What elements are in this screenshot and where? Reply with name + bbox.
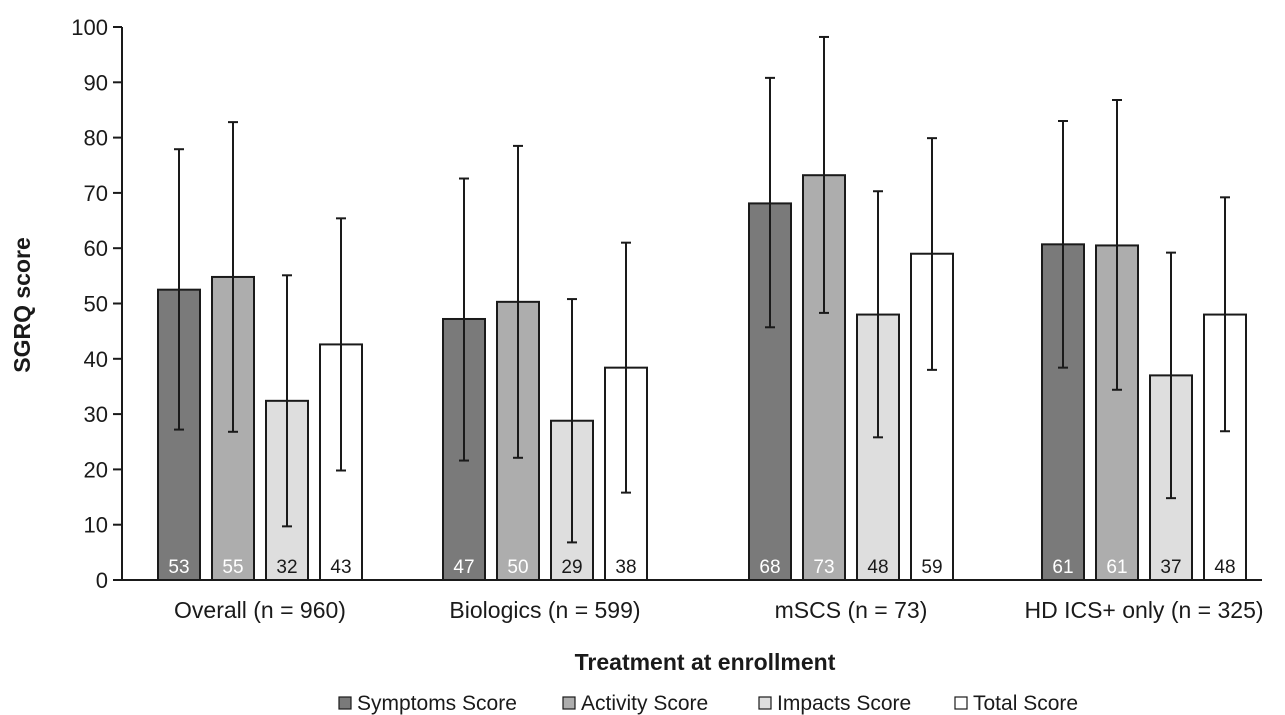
legend-swatch: [338, 696, 352, 710]
x-axis-title: Treatment at enrollment: [575, 649, 836, 675]
legend-swatch: [758, 696, 772, 710]
data-label: 50: [507, 557, 528, 578]
y-tick-label: 40: [84, 347, 108, 372]
data-label: 55: [222, 557, 243, 578]
data-label: 61: [1052, 557, 1073, 578]
legend-swatch: [954, 696, 968, 710]
y-tick-label: 90: [84, 70, 108, 95]
y-axis-title: SGRQ score: [9, 237, 35, 373]
x-category-label: HD ICS+ only (n = 325): [1024, 597, 1263, 623]
legend-label: Activity Score: [581, 692, 708, 715]
data-label: 47: [453, 557, 474, 578]
data-label: 68: [759, 557, 780, 578]
y-tick-label: 60: [84, 236, 108, 261]
data-label: 61: [1106, 557, 1127, 578]
y-tick-label: 70: [84, 181, 108, 206]
data-label: 73: [813, 557, 834, 578]
y-tick-label: 10: [84, 513, 108, 538]
data-label: 29: [561, 557, 582, 578]
data-label: 59: [921, 557, 942, 578]
y-tick-label: 80: [84, 126, 108, 151]
data-label: 38: [615, 557, 636, 578]
legend-label: Total Score: [973, 692, 1078, 715]
y-tick-label: 0: [96, 568, 108, 593]
legend-label: Impacts Score: [777, 692, 911, 715]
y-tick-label: 20: [84, 457, 108, 482]
data-label: 48: [867, 557, 888, 578]
y-tick-label: 100: [71, 15, 108, 40]
legend: Symptoms Score Activity Score Impacts Scor…: [338, 692, 1078, 715]
x-category-label: Overall (n = 960): [174, 597, 346, 623]
data-label: 32: [276, 557, 297, 578]
y-tick-label: 30: [84, 402, 108, 427]
legend-label: Symptoms Score: [357, 692, 517, 715]
x-category-label: Biologics (n = 599): [449, 597, 640, 623]
data-label: 53: [168, 557, 189, 578]
x-category-label: mSCS (n = 73): [775, 597, 928, 623]
data-label: 48: [1214, 557, 1235, 578]
bar: [910, 252, 954, 581]
bars-group: 53 55 32 43 47 50 29 38 68 73 48 59 61 61 37 48: [157, 35, 1247, 582]
y-axis: 0 10 20 30 40 50 60 70 80 90 100: [71, 15, 123, 593]
y-tick-label: 50: [84, 292, 108, 317]
data-label: 43: [330, 557, 351, 578]
data-label: 37: [1160, 557, 1181, 578]
x-axis: Overall (n = 960) Biologics (n = 599) mSCS…: [122, 579, 1264, 623]
legend-swatch: [562, 696, 576, 710]
